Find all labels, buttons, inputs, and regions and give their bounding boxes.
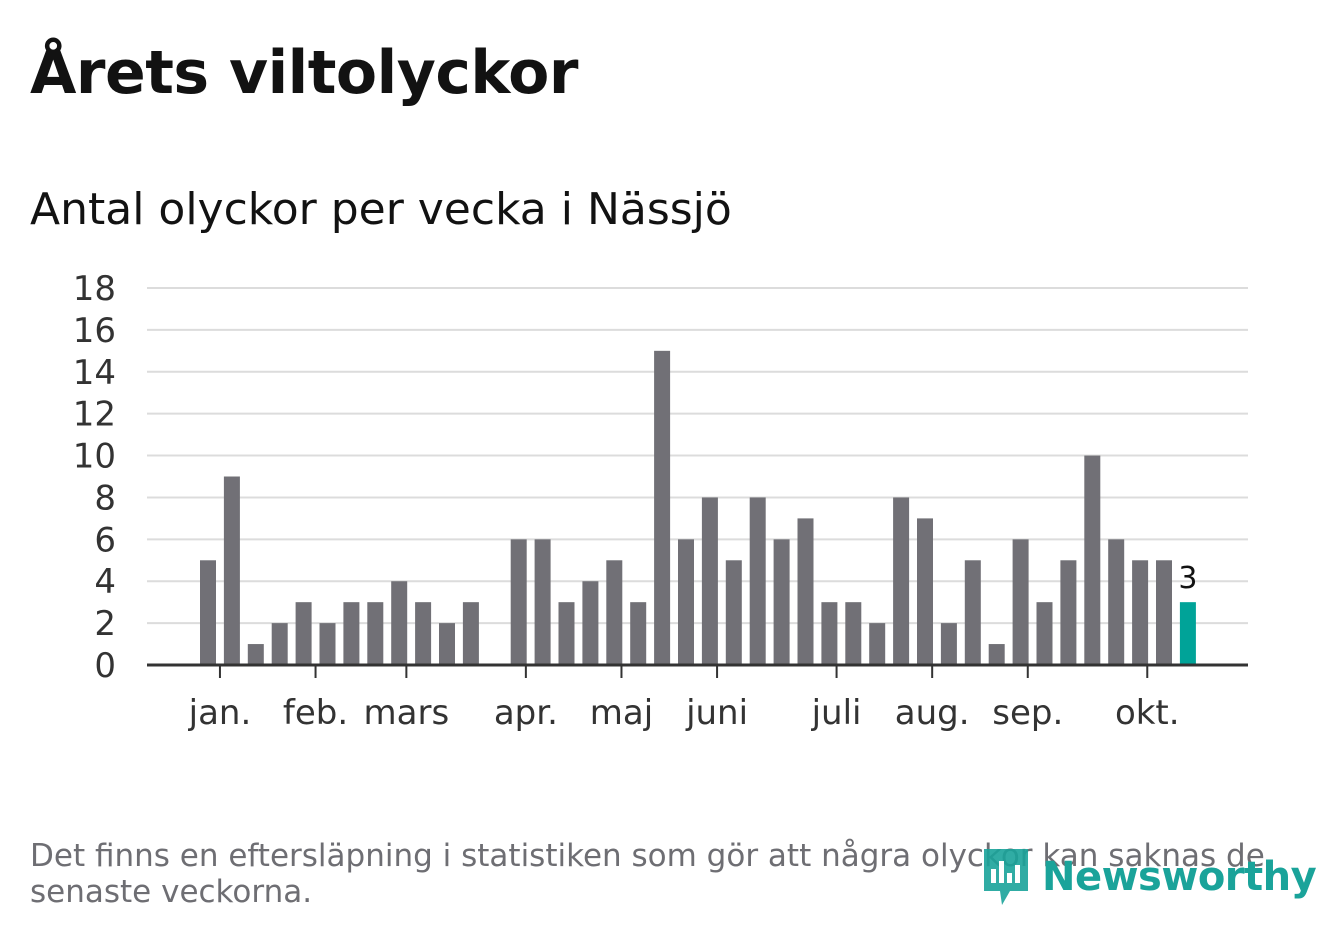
chart-title: Årets viltolyckor <box>30 38 579 108</box>
x-tick-label-aug.: aug. <box>895 693 970 733</box>
bar-week-26 <box>797 518 814 665</box>
bar-week-25 <box>773 539 790 665</box>
y-tick-label-8: 8 <box>94 478 116 518</box>
x-tick-label-juni: juni <box>685 693 748 733</box>
x-tick-label-juli: juli <box>811 693 862 733</box>
highlight-value-label: 3 <box>1178 561 1197 596</box>
bar-week-22 <box>701 497 718 665</box>
bar-week-38 <box>1084 455 1101 665</box>
bar-week-8 <box>367 602 384 665</box>
bar-week-15 <box>534 539 551 665</box>
brand-name: Newsworthy <box>1042 854 1317 900</box>
bar-week-39 <box>1108 539 1125 665</box>
x-tick-label-maj: maj <box>590 693 653 733</box>
bar-week-28 <box>845 602 862 665</box>
bar-week-14 <box>510 539 527 665</box>
bar-week-4 <box>271 623 288 665</box>
bar-week-2 <box>223 476 240 665</box>
footnote: Det finns en eftersläpning i statistiken… <box>30 838 1265 910</box>
bar-week-6 <box>319 623 336 665</box>
bar-week-27 <box>821 602 838 665</box>
y-tick-label-16: 16 <box>73 311 116 351</box>
bar-week-20 <box>654 350 671 665</box>
x-tick-label-okt.: okt. <box>1115 693 1180 733</box>
x-tick-label-feb.: feb. <box>283 693 348 733</box>
x-tick-label-mars: mars <box>364 693 450 733</box>
newsworthy-chart-bubble-icon <box>984 849 1028 905</box>
bar-week-40 <box>1132 560 1149 665</box>
bar-week-7 <box>343 602 360 665</box>
bar-week-32 <box>940 623 957 665</box>
bar-week-24 <box>749 497 766 665</box>
bar-week-11 <box>439 623 455 665</box>
bar-week-9 <box>391 581 408 665</box>
bar-week-33 <box>964 560 981 665</box>
y-tick-label-4: 4 <box>94 562 116 602</box>
y-tick-label-18: 18 <box>73 269 116 309</box>
y-tick-label-0: 0 <box>94 646 116 686</box>
bar-week-35 <box>1012 539 1029 665</box>
bar-week-21 <box>678 539 694 665</box>
x-tick-label-jan.: jan. <box>188 693 252 733</box>
bar-week-41 <box>1156 560 1172 665</box>
bar-week-23 <box>725 560 742 665</box>
y-tick-label-14: 14 <box>73 353 116 393</box>
bar-week-29 <box>869 623 886 665</box>
bar-week-42 <box>1179 602 1196 665</box>
brand-logo: Newsworthy <box>980 845 1317 909</box>
bar-week-12 <box>462 602 479 665</box>
x-tick-label-sep.: sep. <box>992 693 1063 733</box>
x-tick-label-apr.: apr. <box>494 693 558 733</box>
bar-week-19 <box>630 602 647 665</box>
y-tick-label-12: 12 <box>73 395 116 435</box>
bar-week-1 <box>200 560 216 665</box>
y-tick-label-10: 10 <box>73 437 116 477</box>
y-tick-label-2: 2 <box>94 604 116 644</box>
bar-week-36 <box>1036 602 1053 665</box>
bar-week-16 <box>558 602 575 665</box>
y-tick-label-6: 6 <box>94 520 116 560</box>
bar-week-5 <box>295 602 312 665</box>
chart-subtitle: Antal olyckor per vecka i Nässjö <box>30 184 732 235</box>
bar-week-30 <box>893 497 910 665</box>
bar-week-18 <box>606 560 623 665</box>
bar-week-3 <box>247 644 264 665</box>
bar-week-31 <box>917 518 933 665</box>
bar-week-17 <box>582 581 599 665</box>
bar-week-37 <box>1060 560 1077 665</box>
bar-week-10 <box>415 602 432 665</box>
bar-week-34 <box>988 644 1005 665</box>
